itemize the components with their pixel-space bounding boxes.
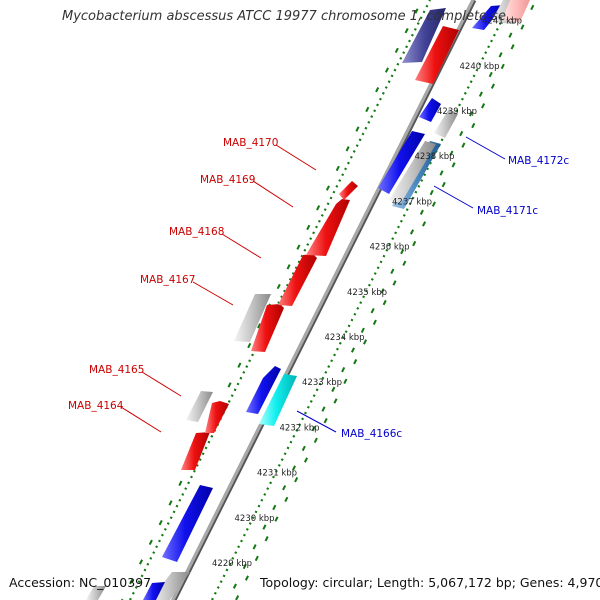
gene-arrow-mab-4165[interactable] <box>205 401 229 433</box>
topology-label: Topology: circular; Length: 5,067,172 bp… <box>260 575 600 590</box>
gene-label-mab-4172c[interactable]: MAB_4172c <box>508 155 569 167</box>
leader-line-mab-4166c <box>296 410 337 433</box>
scale-tick-label-4229: 4229 kbp <box>212 559 252 569</box>
leader-line-mab-4170 <box>275 144 317 171</box>
scale-tick-label-4233: 4233 kbp <box>302 378 342 388</box>
accession-label: Accession: NC_010397 <box>9 575 152 590</box>
leader-line-mab-4171c <box>433 185 474 209</box>
scale-tick-label-4231: 4231 kbp <box>257 469 297 479</box>
scale-tick-label-4240: 4240 kbp <box>460 62 500 72</box>
gene-label-mab-4167[interactable]: MAB_4167 <box>140 274 195 286</box>
gene-arrow-mab-4169[interactable] <box>306 199 350 256</box>
gene-label-mab-4166c[interactable]: MAB_4166c <box>341 428 402 440</box>
leader-line-mab-4164 <box>120 406 162 433</box>
gene-arrow-mab-4166c[interactable] <box>259 374 297 426</box>
gene-arrow-mab-4170[interactable] <box>339 181 358 200</box>
gene-label-mab-4165[interactable]: MAB_4165 <box>89 364 144 376</box>
leader-line-mab-4168 <box>221 233 262 259</box>
gene-arrow-mab-4167[interactable] <box>251 304 284 352</box>
backbone <box>171 0 475 600</box>
gene-label-mab-4169[interactable]: MAB_4169 <box>200 174 255 186</box>
gray-feature-bottom-edge <box>86 586 106 600</box>
scale-tick-label-4236: 4236 kbp <box>370 243 410 253</box>
gene-arrow-mab-4172c[interactable] <box>378 131 425 194</box>
leader-line-mab-4172c <box>465 136 506 160</box>
scale-tick-label-4230: 4230 kbp <box>235 514 275 524</box>
gene-arrow-top-left[interactable] <box>415 26 459 84</box>
minor-tick-ring-far-right <box>235 0 537 600</box>
leader-line-mab-4167 <box>192 281 234 306</box>
scale-tick-label-4237: 4237 kbp <box>392 197 432 207</box>
gene-arrow-top-right[interactable] <box>472 5 504 30</box>
leader-line-mab-4165 <box>141 371 182 397</box>
inner-dotted-ring <box>129 0 431 600</box>
gene-arrow-reverse-1[interactable] <box>246 366 281 414</box>
pink-feature-top-right <box>502 0 530 22</box>
gene-arrow-reverse-2[interactable] <box>419 98 441 122</box>
scale-tick-label-4238: 4238 kbp <box>415 152 455 162</box>
gray-feature-top-left <box>402 8 446 63</box>
scale-tick-label-4235: 4235 kbp <box>347 288 387 298</box>
outer-dotted-ring <box>211 0 513 600</box>
gray-feature-3 <box>389 141 436 203</box>
gray-feature-bottom-left <box>150 572 190 600</box>
leader-line-mab-4169 <box>252 180 294 208</box>
scale-tick-label-4239: 4239 kbp <box>437 107 477 117</box>
gray-feature-2 <box>234 294 271 342</box>
scale-tick-label-4232: 4232 kbp <box>280 423 320 433</box>
gene-label-mab-4170[interactable]: MAB_4170 <box>223 137 278 149</box>
gray-feature-4 <box>434 109 458 138</box>
map-title: Mycobacterium abscessus ATCC 19977 chrom… <box>62 9 519 24</box>
scale-tick-labels: 4229 kbp 4230 kbp 4231 kbp 4232 kbp 4233 kbp… <box>212 17 522 569</box>
gene-arrow-bottom[interactable] <box>162 485 213 562</box>
scale-tick-label-4241: 4241 kbp <box>482 17 522 27</box>
gene-arrow-bottom-left[interactable] <box>143 582 165 600</box>
gray-feature-1 <box>186 391 213 422</box>
gene-label-mab-4171c[interactable]: MAB_4171c <box>477 205 538 217</box>
gene-label-mab-4168[interactable]: MAB_4168 <box>169 226 224 238</box>
minor-tick-ring-left <box>121 0 423 600</box>
gene-arrow-mab-4168[interactable] <box>278 254 317 306</box>
gene-arrow-mab-4164[interactable] <box>181 432 210 470</box>
gene-label-mab-4164[interactable]: MAB_4164 <box>68 400 124 412</box>
scale-tick-label-4234: 4234 kbp <box>325 333 365 343</box>
